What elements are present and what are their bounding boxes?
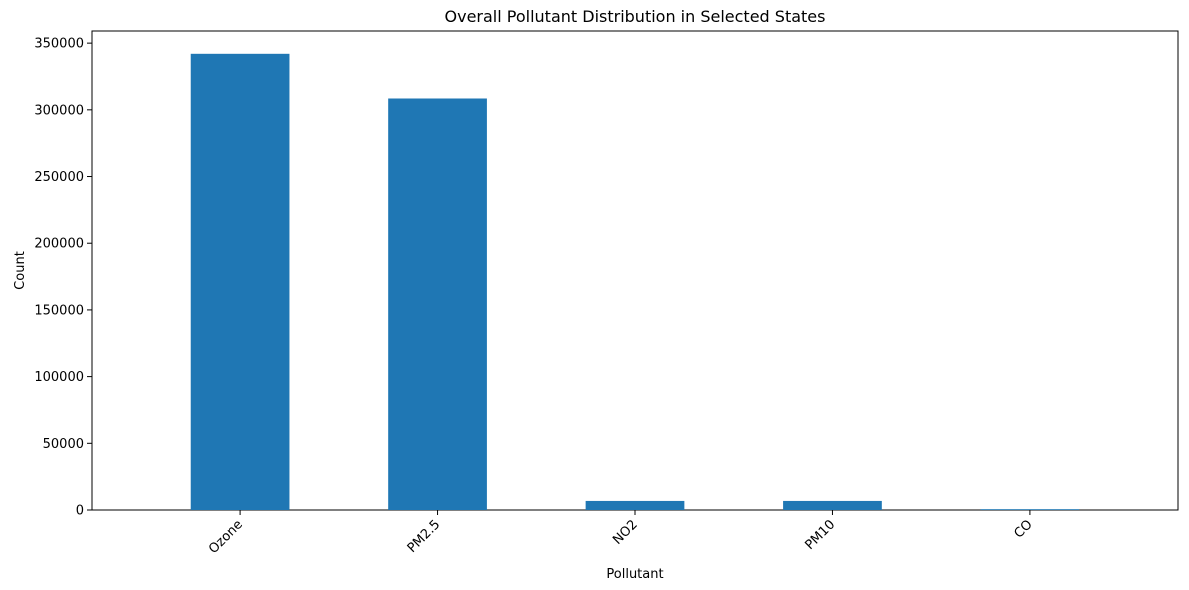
bars-group — [190, 53, 1080, 511]
x-tick-label: CO — [1011, 517, 1035, 541]
x-tick-label: PM2.5 — [405, 517, 444, 556]
bar-no2 — [585, 500, 685, 510]
y-axis-ticks: 0 50000 100000 150000 200000 250000 300000 3500… — [34, 37, 92, 519]
y-tick-label: 150000 — [34, 303, 84, 318]
x-axis-label: Pollutant — [606, 567, 663, 582]
y-tick-label: 250000 — [34, 170, 84, 185]
y-tick-label: 100000 — [34, 370, 84, 385]
bar-pm10 — [783, 500, 882, 510]
y-tick-label: 0 — [76, 504, 84, 519]
bar-ozone — [190, 53, 290, 511]
y-tick-label: 50000 — [43, 437, 84, 452]
x-tick-label: PM10 — [802, 517, 838, 553]
x-tick-label: Ozone — [206, 517, 246, 557]
y-tick-label: 200000 — [34, 237, 84, 252]
y-tick-label: 350000 — [34, 37, 84, 52]
y-tick-label: 300000 — [34, 103, 84, 118]
x-axis-ticks: Ozone PM2.5 NO2 PM10 CO — [206, 510, 1036, 557]
y-axis-label: Count — [13, 251, 28, 290]
chart-title: Overall Pollutant Distribution in Select… — [445, 7, 826, 26]
x-tick-label: NO2 — [610, 517, 641, 548]
bar-co — [980, 509, 1080, 510]
bar-pm2-5 — [388, 98, 487, 511]
